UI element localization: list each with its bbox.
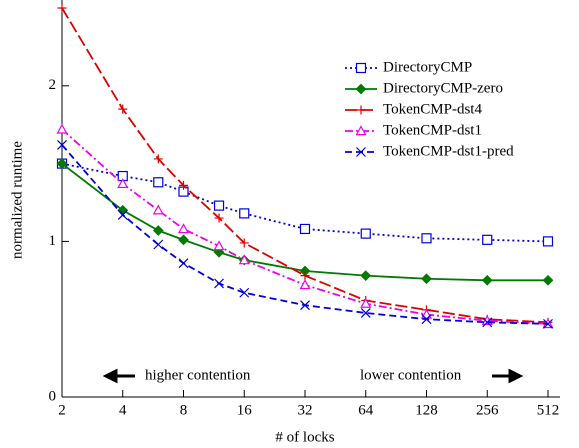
series-line <box>61 162 549 243</box>
marker <box>421 273 432 285</box>
y-tick-label: 2 <box>49 77 57 93</box>
marker <box>356 147 366 157</box>
marker <box>117 210 128 220</box>
marker <box>214 213 224 223</box>
marker <box>56 123 68 134</box>
marker <box>152 204 164 215</box>
marker <box>421 233 432 244</box>
marker <box>299 223 311 235</box>
marker <box>178 234 189 246</box>
marker <box>178 258 189 269</box>
legend-label: TokenCMP-dst4 <box>383 101 482 117</box>
marker <box>482 317 493 328</box>
marker <box>355 62 367 74</box>
annotation: higher contention <box>145 367 251 383</box>
x-tick-label: 2 <box>58 402 66 418</box>
marker <box>542 274 554 286</box>
marker <box>300 271 310 281</box>
x-tick-label: 8 <box>180 402 188 418</box>
x-tick-label: 32 <box>298 402 313 418</box>
marker <box>481 274 493 286</box>
legend-label: TokenCMP-dst1-pred <box>383 143 514 159</box>
y-tick-label: 1 <box>49 233 57 249</box>
arrow-right <box>492 368 524 384</box>
x-tick-label: 512 <box>537 402 560 418</box>
legend-label: DirectoryCMP-zero <box>383 80 503 96</box>
x-tick-label: 4 <box>119 402 127 418</box>
marker <box>360 297 372 308</box>
x-tick-label: 16 <box>237 402 253 418</box>
marker <box>118 104 128 114</box>
arrow-left <box>102 368 135 384</box>
marker <box>239 238 249 248</box>
y-axis-label: normalized runtime <box>9 141 25 259</box>
marker <box>153 239 164 250</box>
marker <box>117 178 129 189</box>
annotation: lower contention <box>360 367 462 383</box>
marker <box>542 236 554 247</box>
marker <box>153 154 163 164</box>
legend-label: DirectoryCMP <box>383 59 472 75</box>
marker <box>356 105 366 115</box>
marker <box>214 278 224 289</box>
marker <box>355 83 367 95</box>
marker <box>421 314 432 325</box>
marker <box>238 254 250 265</box>
marker <box>360 308 371 318</box>
marker <box>179 180 188 190</box>
series-line <box>61 162 548 282</box>
marker <box>56 158 68 169</box>
marker <box>300 300 310 311</box>
marker <box>239 287 250 298</box>
y-tick-label: 0 <box>49 388 57 404</box>
marker <box>355 125 367 136</box>
marker <box>152 225 164 236</box>
marker <box>57 3 67 13</box>
series-line <box>61 144 549 325</box>
marker <box>482 234 493 245</box>
x-tick-label: 128 <box>415 402 438 418</box>
marker <box>543 318 553 329</box>
marker <box>360 228 371 239</box>
legend-label: TokenCMP-dst1 <box>383 122 482 138</box>
marker <box>213 240 225 251</box>
x-axis-label: # of locks <box>275 429 334 445</box>
x-tick-label: 64 <box>358 402 374 418</box>
marker <box>299 279 311 290</box>
marker <box>213 200 225 211</box>
marker <box>360 270 372 281</box>
marker <box>177 223 190 234</box>
marker <box>153 177 164 188</box>
marker <box>239 208 250 219</box>
marker <box>57 140 67 150</box>
x-tick-label: 256 <box>476 402 499 418</box>
